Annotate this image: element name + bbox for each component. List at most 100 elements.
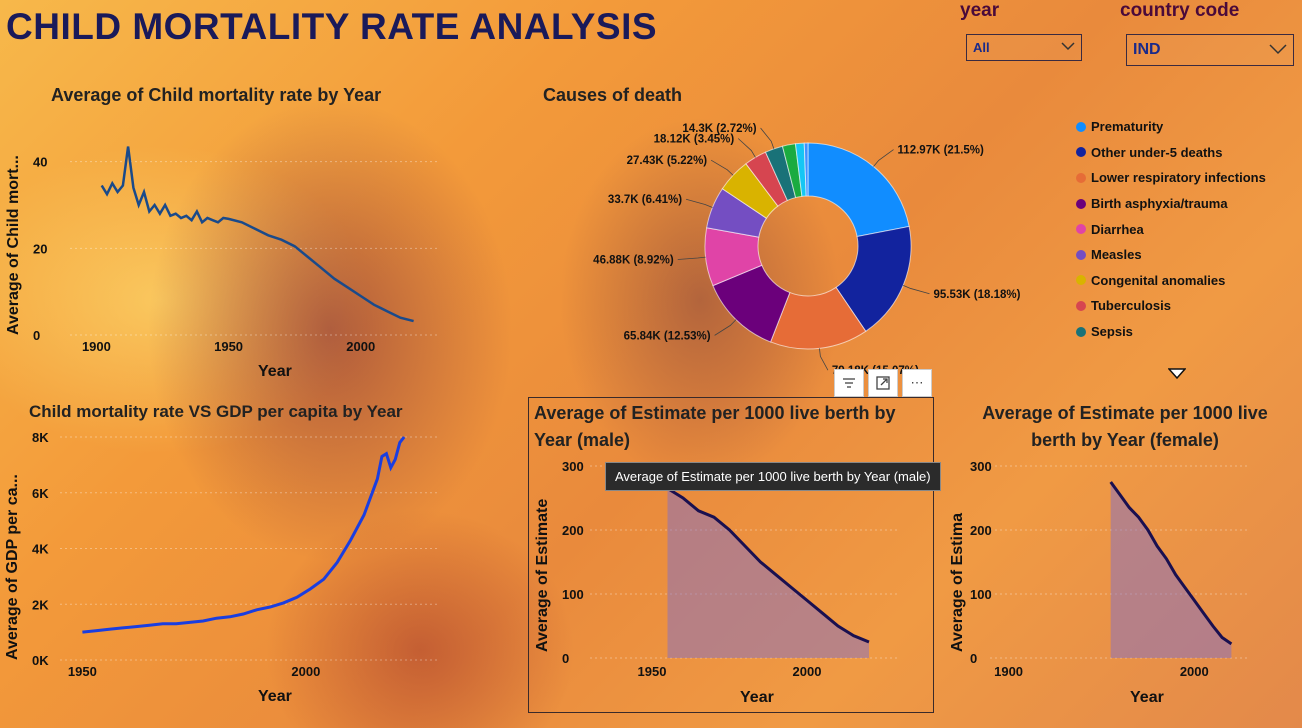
male-estimate-line [666, 487, 870, 644]
male-estimate-area [667, 488, 869, 658]
chart5-title: Average of Estimate per 1000 live berth … [982, 403, 1268, 450]
legend-label: Other under-5 deaths [1091, 144, 1223, 160]
chart1-title: Average of Child mortality rate by Year [51, 85, 382, 105]
legend-item[interactable]: Measles [1076, 242, 1296, 268]
donut-data-label: 112.97K (21.5%) [898, 145, 984, 157]
filter-icon[interactable] [834, 369, 864, 397]
donut-data-label: 18.12K (3.45%) [654, 134, 735, 146]
chart1-ylabel: Average of Child mort... [5, 155, 22, 335]
chart4-ylabel: Average of Estimate [534, 499, 551, 652]
donut-leader-line [737, 138, 756, 158]
c1-ytick-label: 40 [33, 155, 47, 170]
year-slicer-label: year [960, 0, 1000, 21]
c4-xtick-label: 1950 [638, 664, 667, 679]
c4-ytick-label: 200 [562, 523, 584, 538]
child-mortality-line [100, 146, 414, 323]
chart3-xlabel: Year [258, 688, 292, 705]
c1-ytick-label: 20 [33, 241, 47, 256]
more-options-icon[interactable]: ⋯ [902, 369, 932, 397]
country-slicer-dropdown[interactable]: IND [1126, 34, 1294, 66]
legend-marker [1076, 249, 1086, 260]
country-slicer-value: IND [1133, 41, 1161, 58]
c1-xtick-label: 2000 [346, 339, 375, 354]
donut-leader-line [873, 149, 894, 167]
legend-item[interactable]: Lower respiratory infections [1076, 165, 1296, 191]
female-estimate-chart: Average of Estima 0 100 200 300 1900 2000 Ye… [949, 459, 1250, 706]
legend-item[interactable]: Diarrhea [1076, 216, 1296, 242]
c5-ytick-label: 200 [970, 523, 992, 538]
c1-xtick-label: 1900 [82, 339, 111, 354]
donut-leader-line [714, 319, 737, 336]
legend-item[interactable]: Birth asphyxia/trauma [1076, 191, 1296, 217]
chart2-title: Causes of death [543, 85, 683, 105]
focus-mode-icon[interactable] [868, 369, 898, 397]
legend-label: Sepsis [1091, 324, 1133, 340]
c4-ytick-label: 300 [562, 459, 584, 474]
legend-item[interactable]: Sepsis [1076, 319, 1296, 345]
donut-data-label: 27.43K (5.22%) [627, 155, 708, 167]
legend-label: Birth asphyxia/trauma [1091, 196, 1228, 212]
c5-xtick-label: 2000 [1180, 664, 1209, 679]
chart3-ylabel: Average of GDP per ca... [4, 474, 21, 660]
c5-ytick-label: 0 [970, 651, 977, 666]
legend-label: Diarrhea [1091, 221, 1144, 237]
legend-label: Measles [1091, 247, 1142, 263]
c5-ytick-label: 100 [970, 587, 992, 602]
causes-legend: Prematurity Other under-5 deaths Lower res… [1076, 114, 1296, 344]
donut-data-label: 95.53K (18.18%) [934, 289, 1021, 301]
chart5-xlabel: Year [1130, 689, 1164, 706]
chart5-ylabel: Average of Estima [949, 513, 966, 652]
scroll-down-icon[interactable] [1168, 368, 1186, 380]
c5-xtick-label: 1900 [994, 664, 1023, 679]
gdp-per-capita-line [82, 436, 406, 634]
legend-marker [1076, 172, 1086, 183]
donut-data-label: 14.3K (2.72%) [682, 123, 756, 135]
legend-label: Lower respiratory infections [1091, 170, 1266, 186]
legend-marker [1076, 121, 1086, 132]
c4-ytick-label: 0 [562, 651, 569, 666]
c4-ytick-label: 100 [562, 587, 584, 602]
legend-label: Prematurity [1091, 119, 1164, 135]
chart4-title: Average of Estimate per 1000 live berth … [534, 403, 896, 450]
legend-marker [1076, 147, 1086, 158]
legend-marker [1076, 224, 1086, 235]
causes-of-death-donut: 112.97K (21.5%)95.53K (18.18%)79.18K (15… [593, 123, 1021, 377]
female-estimate-line [1109, 481, 1233, 646]
donut-leader-line [903, 285, 930, 295]
c3-ytick-label: 0K [32, 653, 49, 668]
page-title: CHILD MORTALITY RATE ANALYSIS [6, 6, 658, 47]
donut-data-label: 65.84K (12.53%) [624, 330, 711, 342]
c3-ytick-label: 4K [32, 542, 49, 557]
legend-item[interactable]: Congenital anomalies [1076, 268, 1296, 294]
chart1-xlabel: Year [258, 363, 292, 380]
c4-xtick-label: 2000 [793, 664, 822, 679]
year-slicer-value: All [973, 40, 990, 55]
c3-ytick-label: 6K [32, 486, 49, 501]
c3-ytick-label: 8K [32, 430, 49, 445]
donut-slice[interactable] [807, 142, 910, 238]
legend-label: Congenital anomalies [1091, 272, 1226, 288]
legend-marker [1076, 326, 1086, 337]
child-mortality-chart: Average of Child mort... 0 20 40 1900 1950 2… [5, 146, 440, 380]
c1-ytick-label: 0 [33, 328, 40, 343]
donut-leader-line [677, 256, 706, 260]
legend-item[interactable]: Prematurity [1076, 114, 1296, 140]
chart4-xlabel: Year [740, 689, 774, 706]
legend-item[interactable]: Other under-5 deaths [1076, 140, 1296, 166]
donut-slice[interactable] [803, 142, 809, 197]
year-slicer-dropdown[interactable]: All [966, 34, 1082, 61]
c5-ytick-label: 300 [970, 459, 992, 474]
male-estimate-visual-frame[interactable] [528, 397, 934, 713]
donut-data-label: 33.7K (6.41%) [608, 194, 682, 206]
chart3-title: Child mortality rate VS GDP per capita b… [29, 402, 403, 421]
donut-leader-line [819, 348, 829, 371]
gdp-per-capita-chart: Average of GDP per ca... 0K 2K 4K 6K 8K 1950… [4, 430, 440, 705]
legend-item[interactable]: Tuberculosis [1076, 293, 1296, 319]
donut-leader-line [760, 127, 775, 149]
donut-slice[interactable] [835, 225, 912, 332]
female-estimate-area [1110, 482, 1232, 658]
country-slicer-label: country code [1120, 0, 1240, 21]
c3-xtick-label: 1950 [68, 664, 97, 679]
legend-label: Tuberculosis [1091, 298, 1171, 314]
